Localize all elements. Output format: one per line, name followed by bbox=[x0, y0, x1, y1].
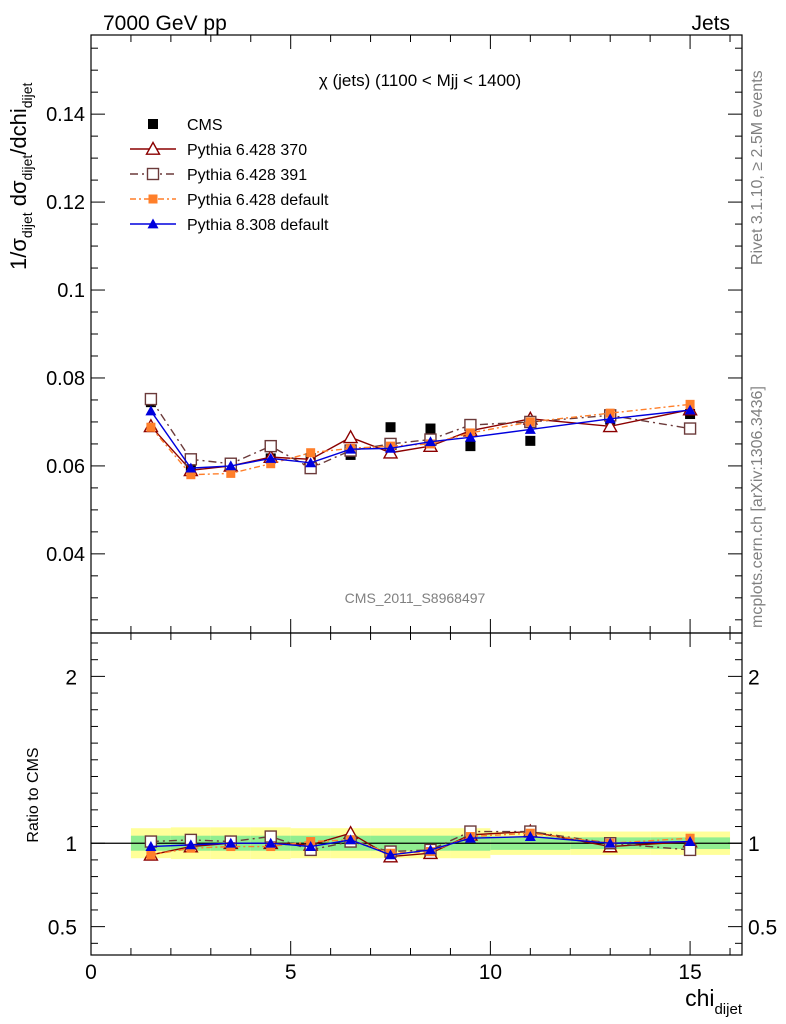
main-point-4-6 bbox=[385, 442, 397, 453]
ratio-line-2 bbox=[150, 832, 691, 856]
main-point-4-8 bbox=[464, 431, 476, 442]
legend-label-2: Pythia 6.428 391 bbox=[187, 167, 307, 184]
ratio-point-3-7 bbox=[424, 844, 436, 855]
ratio-ytick-label-left-1: 1 bbox=[65, 833, 77, 856]
ratio-point-3-11 bbox=[684, 836, 696, 846]
legend-entry-2: Pythia 6.428 391 bbox=[130, 167, 307, 184]
legend-entry-0: CMS bbox=[148, 117, 223, 134]
legend-marker-0 bbox=[148, 119, 158, 129]
main-point-4-1 bbox=[185, 462, 197, 473]
legend-marker-4 bbox=[147, 218, 159, 229]
ratio-point-1-11 bbox=[683, 843, 697, 857]
main-y-axis-label: 1/σdijet dσdijet/dchidijet bbox=[6, 82, 35, 270]
analysis-watermark: CMS_2011_S8968497 bbox=[345, 590, 486, 606]
legend-marker-1 bbox=[145, 141, 161, 155]
main-series-4 bbox=[145, 404, 696, 473]
legend-entry-4: Pythia 8.308 default bbox=[130, 217, 329, 234]
main-point-4-5 bbox=[345, 443, 357, 454]
main-point-4-11 bbox=[684, 404, 696, 415]
ratio-ytick-label-left-0: 0.5 bbox=[48, 917, 77, 940]
main-point-4-9 bbox=[524, 423, 536, 434]
main-point-0-9 bbox=[525, 435, 536, 446]
ratio-point-3-1 bbox=[185, 839, 197, 850]
main-point-4-0 bbox=[145, 405, 157, 416]
main-point-4-3 bbox=[265, 452, 277, 463]
main-point-0-6 bbox=[385, 422, 396, 433]
main-ytick-label-5: 0.14 bbox=[46, 104, 85, 126]
ratio-point-3-4 bbox=[305, 841, 317, 851]
header-left: 7000 GeV pp bbox=[103, 12, 227, 35]
ratio-point-3-6 bbox=[385, 849, 397, 860]
main-point-2-0 bbox=[144, 392, 158, 406]
main-line-2 bbox=[150, 398, 691, 469]
main-point-4-4 bbox=[305, 457, 317, 468]
legend-marker-3 bbox=[148, 194, 158, 204]
x-tick-label-3: 15 bbox=[678, 961, 701, 984]
x-tick-label-0: 0 bbox=[85, 961, 97, 984]
main-point-2-3 bbox=[264, 439, 277, 453]
legend-label-0: CMS bbox=[187, 117, 223, 134]
ratio-point-3-3 bbox=[265, 837, 277, 848]
ratio-ytick-label-left-2: 2 bbox=[65, 666, 77, 689]
main-point-1-10 bbox=[602, 418, 618, 433]
x-tick-label-2: 10 bbox=[479, 961, 502, 984]
legend-entry-1: Pythia 6.428 370 bbox=[130, 141, 307, 159]
rivet-version-text: Rivet 3.1.10, ≥ 2.5M events bbox=[749, 70, 766, 265]
header-right: Jets bbox=[691, 12, 730, 35]
main-line-3 bbox=[150, 403, 691, 476]
legend-label-4: Pythia 8.308 default bbox=[187, 217, 329, 234]
main-ytick-label-4: 0.12 bbox=[46, 192, 85, 214]
legend-marker-2 bbox=[146, 167, 160, 181]
main-point-0-7 bbox=[425, 423, 436, 434]
main-point-3-0 bbox=[146, 422, 156, 432]
ratio-panel: 0.5 0.5 1 1 2 2 0 5 10 15 Ratio to CMS bbox=[25, 632, 777, 984]
ratio-y-axis-label: Ratio to CMS bbox=[25, 747, 42, 842]
ratio-point-3-8 bbox=[464, 832, 476, 843]
main-line-4 bbox=[150, 409, 691, 469]
ratio-series-3 bbox=[145, 831, 696, 860]
ratio-point-3-2 bbox=[225, 837, 237, 848]
ratio-line-1 bbox=[150, 830, 691, 853]
main-ytick-label-1: 0.06 bbox=[46, 456, 85, 478]
ratio-frame bbox=[90, 632, 743, 956]
ratio-ytick-label-right-2: 2 bbox=[748, 666, 760, 689]
ratio-ytick-label-right-1: 1 bbox=[748, 833, 760, 856]
x-axis-label: chidijet bbox=[685, 985, 743, 1018]
ratio-point-3-10 bbox=[604, 837, 616, 848]
ratio-point-2-0 bbox=[146, 850, 156, 860]
legend-entry-3: Pythia 6.428 default bbox=[130, 192, 329, 209]
main-panel: χ (jets) (1100 < Mjj < 1400) CMS_2011_S8… bbox=[6, 34, 743, 634]
legend-label-3: Pythia 6.428 default bbox=[187, 192, 329, 209]
main-point-4-2 bbox=[225, 460, 237, 471]
main-ytick-label-0: 0.04 bbox=[46, 544, 85, 566]
main-series-2 bbox=[144, 392, 697, 475]
x-tick-label-1: 5 bbox=[285, 961, 297, 984]
main-panel-title: χ (jets) (1100 < Mjj < 1400) bbox=[319, 71, 521, 90]
ratio-point-3-9 bbox=[524, 831, 536, 841]
main-point-0-8 bbox=[465, 441, 476, 452]
main-point-1-5 bbox=[342, 429, 359, 444]
main-point-3-4 bbox=[306, 448, 316, 458]
ratio-ytick-label-right-0: 0.5 bbox=[748, 917, 777, 940]
main-ytick-label-2: 0.08 bbox=[46, 368, 85, 390]
main-point-2-11 bbox=[683, 422, 697, 435]
mcplots-url-text: mcplots.cern.ch [arXiv:1306.3436] bbox=[749, 386, 766, 628]
legend-label-1: Pythia 6.428 370 bbox=[187, 142, 307, 159]
main-point-3-2 bbox=[226, 468, 236, 478]
ratio-point-3-5 bbox=[345, 834, 357, 845]
legend: CMS Pythia 6.428 370 Pythia 6.428 391 Pythi… bbox=[130, 117, 329, 234]
main-ytick-label-3: 0.1 bbox=[57, 280, 85, 302]
main-point-4-10 bbox=[604, 413, 616, 424]
ratio-point-3-0 bbox=[145, 841, 157, 851]
ratio-line-3 bbox=[150, 835, 691, 856]
main-point-4-7 bbox=[424, 436, 436, 447]
